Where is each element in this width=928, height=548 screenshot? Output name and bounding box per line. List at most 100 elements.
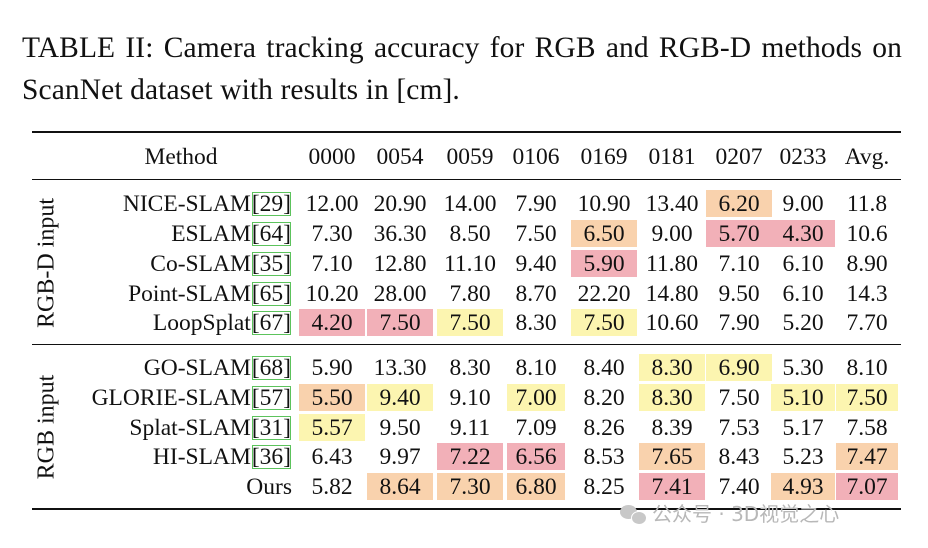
value-cell: 11.10 [443, 251, 496, 277]
value-cell: 6.10 [782, 251, 824, 277]
citation-link[interactable]: [36] [251, 444, 291, 470]
method-cell: GO-SLAM[68] [32, 354, 292, 381]
header-col-0000: 0000 [308, 144, 356, 170]
header-col-0181: 0181 [648, 144, 696, 170]
value-cell: 9.11 [449, 415, 491, 441]
value-cell: 14.3 [846, 281, 888, 307]
value-cell: 7.90 [515, 191, 557, 217]
value-cell: 8.53 [583, 444, 625, 470]
method-cell: HI-SLAM[36] [32, 443, 292, 470]
value-cell: 6.90 [706, 354, 772, 381]
value-cell: 9.10 [449, 385, 491, 411]
method-cell: NICE-SLAM[29] [32, 190, 292, 217]
value-cell: 4.20 [299, 309, 365, 336]
value-cell: 9.50 [718, 281, 760, 307]
value-cell: 8.20 [583, 385, 625, 411]
method-name: HI-SLAM [152, 444, 251, 470]
citation-link[interactable]: [68] [251, 355, 291, 381]
citation-link[interactable]: [31] [251, 415, 291, 441]
header-col-0207: 0207 [715, 144, 763, 170]
method-name: Ours [246, 474, 292, 500]
value-cell: 11.80 [645, 251, 698, 277]
method-cell: Splat-SLAM[31] [32, 414, 292, 441]
citation-link[interactable]: [35] [251, 251, 291, 277]
value-cell: 7.80 [449, 281, 491, 307]
value-cell: 8.39 [651, 415, 693, 441]
method-name: GLORIE-SLAM [91, 385, 251, 411]
method-cell: LoopSplat[67] [32, 309, 292, 336]
value-cell: 5.57 [299, 414, 365, 441]
value-cell: 7.90 [718, 310, 760, 336]
method-name: GO-SLAM [143, 355, 251, 381]
value-cell: 7.09 [515, 415, 557, 441]
value-cell: 9.50 [379, 415, 421, 441]
value-cell: 8.30 [515, 310, 557, 336]
header-col-0054: 0054 [376, 144, 424, 170]
value-cell: 8.30 [639, 384, 705, 411]
value-cell: 7.41 [639, 473, 705, 500]
method-cell: Point-SLAM[65] [32, 280, 292, 307]
value-cell: 12.00 [305, 191, 359, 217]
value-cell: 6.10 [782, 281, 824, 307]
value-cell: 28.00 [373, 281, 427, 307]
table-caption: TABLE II: Camera tracking accuracy for R… [22, 32, 902, 106]
value-cell: 5.20 [782, 310, 824, 336]
value-cell: 8.30 [639, 354, 705, 381]
value-cell: 5.90 [311, 355, 353, 381]
value-cell: 5.82 [311, 474, 353, 500]
value-cell: 7.10 [311, 251, 353, 277]
value-cell: 9.40 [515, 251, 557, 277]
value-cell: 7.10 [718, 251, 760, 277]
value-cell: 6.50 [571, 220, 637, 247]
citation-link[interactable]: [64] [251, 221, 291, 247]
value-cell: 7.22 [437, 443, 503, 470]
method-cell: ESLAM[64] [32, 220, 292, 247]
value-cell: 4.93 [771, 473, 835, 500]
value-cell: 8.26 [583, 415, 625, 441]
method-name: Splat-SLAM [129, 415, 251, 441]
value-cell: 10.6 [846, 221, 888, 247]
bottom-rule [32, 508, 901, 510]
citation-link[interactable]: [57] [251, 385, 291, 411]
value-cell: 5.10 [771, 384, 835, 411]
value-cell: 9.00 [782, 191, 824, 217]
citation-link[interactable]: [29] [251, 191, 291, 217]
value-cell: 14.80 [645, 281, 699, 307]
top-rule [32, 131, 901, 133]
value-cell: 9.00 [651, 221, 693, 247]
value-cell: 6.43 [311, 444, 353, 470]
method-cell: Co-SLAM[35] [32, 250, 292, 277]
method-name: Point-SLAM [128, 281, 251, 307]
value-cell: 7.50 [836, 384, 898, 411]
citation-link[interactable]: [65] [251, 281, 291, 307]
value-cell: 5.30 [782, 355, 824, 381]
wechat-icon [620, 504, 647, 525]
value-cell: 10.90 [577, 191, 631, 217]
value-cell: 20.90 [373, 191, 427, 217]
header-col-0106: 0106 [512, 144, 560, 170]
value-cell: 6.56 [507, 443, 565, 470]
value-cell: 7.30 [437, 473, 503, 500]
value-cell: 7.50 [571, 309, 637, 336]
method-cell: GLORIE-SLAM[57] [32, 384, 292, 411]
value-cell: 7.47 [836, 443, 898, 470]
method-name: LoopSplat [152, 310, 251, 336]
value-cell: 7.50 [437, 309, 503, 336]
value-cell: 10.20 [305, 281, 359, 307]
value-cell: 8.64 [367, 473, 433, 500]
header-rule [32, 179, 901, 180]
method-name: Co-SLAM [150, 251, 251, 277]
header-col-0169: 0169 [580, 144, 628, 170]
method-name: ESLAM [171, 221, 251, 247]
value-cell: 13.40 [645, 191, 699, 217]
citation-link[interactable]: [67] [251, 310, 291, 336]
value-cell: 9.97 [379, 444, 421, 470]
method-cell: Ours [32, 473, 292, 500]
value-cell: 8.43 [718, 444, 760, 470]
value-cell: 8.25 [583, 474, 625, 500]
value-cell: 12.80 [373, 251, 427, 277]
value-cell: 8.50 [449, 221, 491, 247]
value-cell: 7.70 [846, 310, 888, 336]
value-cell: 7.58 [846, 415, 888, 441]
